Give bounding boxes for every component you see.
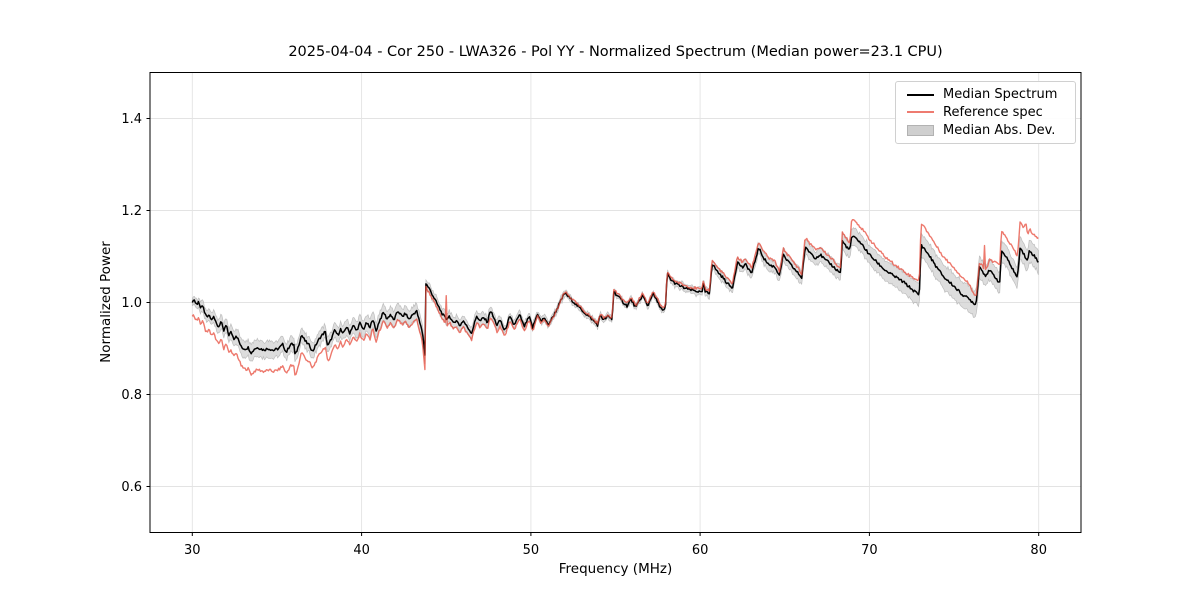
chart-title: 2025-04-04 - Cor 250 - LWA326 - Pol YY -… — [288, 44, 943, 60]
svg-text:1.0: 1.0 — [121, 296, 142, 311]
svg-text:30: 30 — [184, 543, 201, 558]
legend-label: Median Abs. Dev. — [943, 122, 1056, 138]
reference-line-swatch-icon — [907, 111, 934, 114]
svg-text:0.6: 0.6 — [121, 480, 142, 495]
svg-text:0.8: 0.8 — [121, 388, 142, 403]
axis-tick-labels: 30 40 50 60 70 80 0.6 0.8 1.0 1.2 1.4 — [121, 112, 1047, 558]
svg-text:40: 40 — [353, 543, 370, 558]
reference-spec-line — [191, 219, 1039, 376]
median-line-swatch-icon — [907, 93, 934, 96]
x-axis-label: Frequency (MHz) — [558, 561, 673, 577]
legend-item-reference: Reference spec — [896, 106, 1075, 119]
median-spectrum-line — [191, 235, 1039, 356]
svg-text:70: 70 — [861, 543, 878, 558]
svg-text:80: 80 — [1030, 543, 1047, 558]
mad-band-swatch-icon — [907, 124, 934, 136]
legend-label: Reference spec — [943, 104, 1043, 120]
svg-text:1.4: 1.4 — [121, 112, 142, 127]
legend: Median Spectrum Reference spec Median Ab… — [895, 81, 1076, 144]
y-axis-label: Normalized Power — [98, 241, 114, 363]
legend-label: Median Spectrum — [943, 87, 1058, 103]
svg-text:50: 50 — [523, 543, 540, 558]
legend-item-median: Median Spectrum — [896, 88, 1075, 101]
legend-item-mad: Median Abs. Dev. — [896, 124, 1075, 137]
svg-text:1.2: 1.2 — [121, 204, 142, 219]
axis-ticks — [146, 118, 1040, 536]
svg-text:60: 60 — [692, 543, 709, 558]
